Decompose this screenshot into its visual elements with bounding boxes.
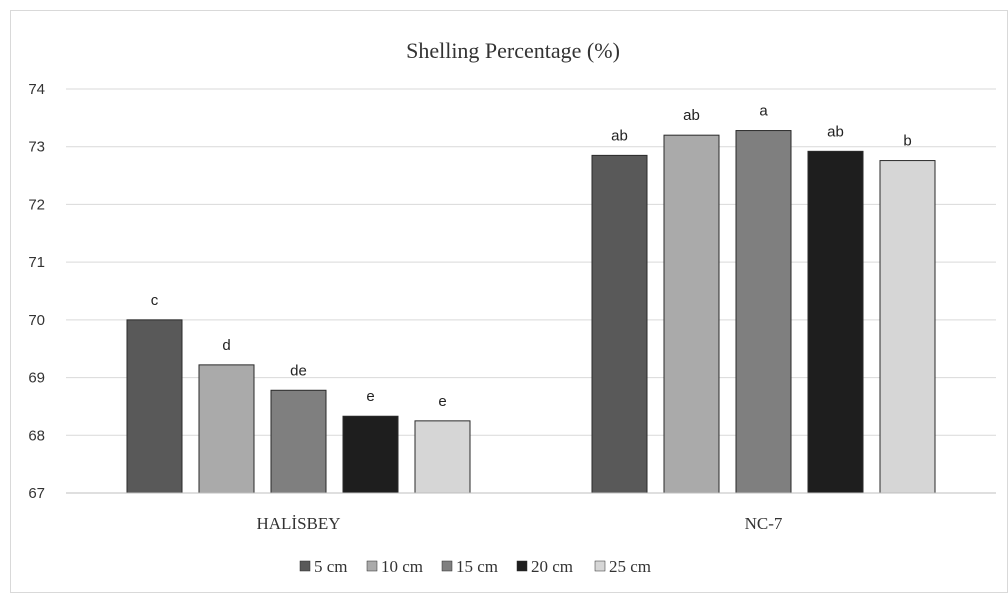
legend-label: 5 cm xyxy=(314,557,348,576)
x-tick-label: NC-7 xyxy=(745,514,783,533)
x-axis: HALİSBEY NC-7 xyxy=(66,492,996,533)
y-tick-label: 70 xyxy=(28,312,45,329)
data-label: ab xyxy=(827,123,844,140)
bar xyxy=(198,364,255,494)
y-tick-label: 71 xyxy=(28,254,45,271)
y-axis: 67 68 69 70 71 72 73 74 xyxy=(28,81,45,502)
bar xyxy=(342,415,399,494)
data-labels: c d de e e ab ab a ab b xyxy=(151,103,912,410)
bar xyxy=(414,420,471,494)
legend-item: 10 cm xyxy=(366,557,423,576)
data-label: a xyxy=(759,103,768,120)
legend-swatch xyxy=(299,560,311,572)
data-label: de xyxy=(290,362,307,379)
data-label: ab xyxy=(683,107,700,124)
bars xyxy=(126,130,936,494)
legend-label: 10 cm xyxy=(381,557,423,576)
y-tick-label: 69 xyxy=(28,370,45,387)
x-tick-label: HALİSBEY xyxy=(256,514,340,533)
legend-swatch xyxy=(516,560,528,572)
legend-swatch xyxy=(366,560,378,572)
data-label: c xyxy=(151,292,159,309)
legend-swatch xyxy=(594,560,606,572)
data-label: b xyxy=(903,133,911,150)
chart-frame: Shelling Percentage (%) 67 68 69 70 71 72 73 74… xyxy=(10,10,1008,593)
bar-chart: Shelling Percentage (%) 67 68 69 70 71 72 73 74… xyxy=(28,38,996,576)
legend-label: 25 cm xyxy=(609,557,651,576)
bar xyxy=(807,150,864,494)
y-tick-label: 72 xyxy=(28,196,45,213)
data-label: e xyxy=(438,393,446,410)
y-tick-label: 73 xyxy=(28,139,45,156)
y-tick-label: 74 xyxy=(28,81,45,98)
y-tick-label: 68 xyxy=(28,427,45,444)
legend-item: 5 cm xyxy=(299,557,348,576)
data-label: e xyxy=(366,388,374,405)
legend-item: 20 cm xyxy=(516,557,573,576)
bar xyxy=(591,154,648,494)
bar xyxy=(663,134,720,494)
bar xyxy=(879,160,936,494)
legend-item: 25 cm xyxy=(594,557,651,576)
legend-item: 15 cm xyxy=(441,557,498,576)
legend: 5 cm 10 cm 15 cm 20 cm 25 cm xyxy=(299,557,651,576)
bar xyxy=(126,319,183,494)
chart-title: Shelling Percentage (%) xyxy=(406,38,620,63)
legend-label: 15 cm xyxy=(456,557,498,576)
data-label: d xyxy=(222,337,230,354)
bar xyxy=(735,130,792,494)
y-tick-label: 67 xyxy=(28,485,45,502)
legend-swatch xyxy=(441,560,453,572)
data-label: ab xyxy=(611,127,628,144)
bar xyxy=(270,389,327,494)
legend-label: 20 cm xyxy=(531,557,573,576)
